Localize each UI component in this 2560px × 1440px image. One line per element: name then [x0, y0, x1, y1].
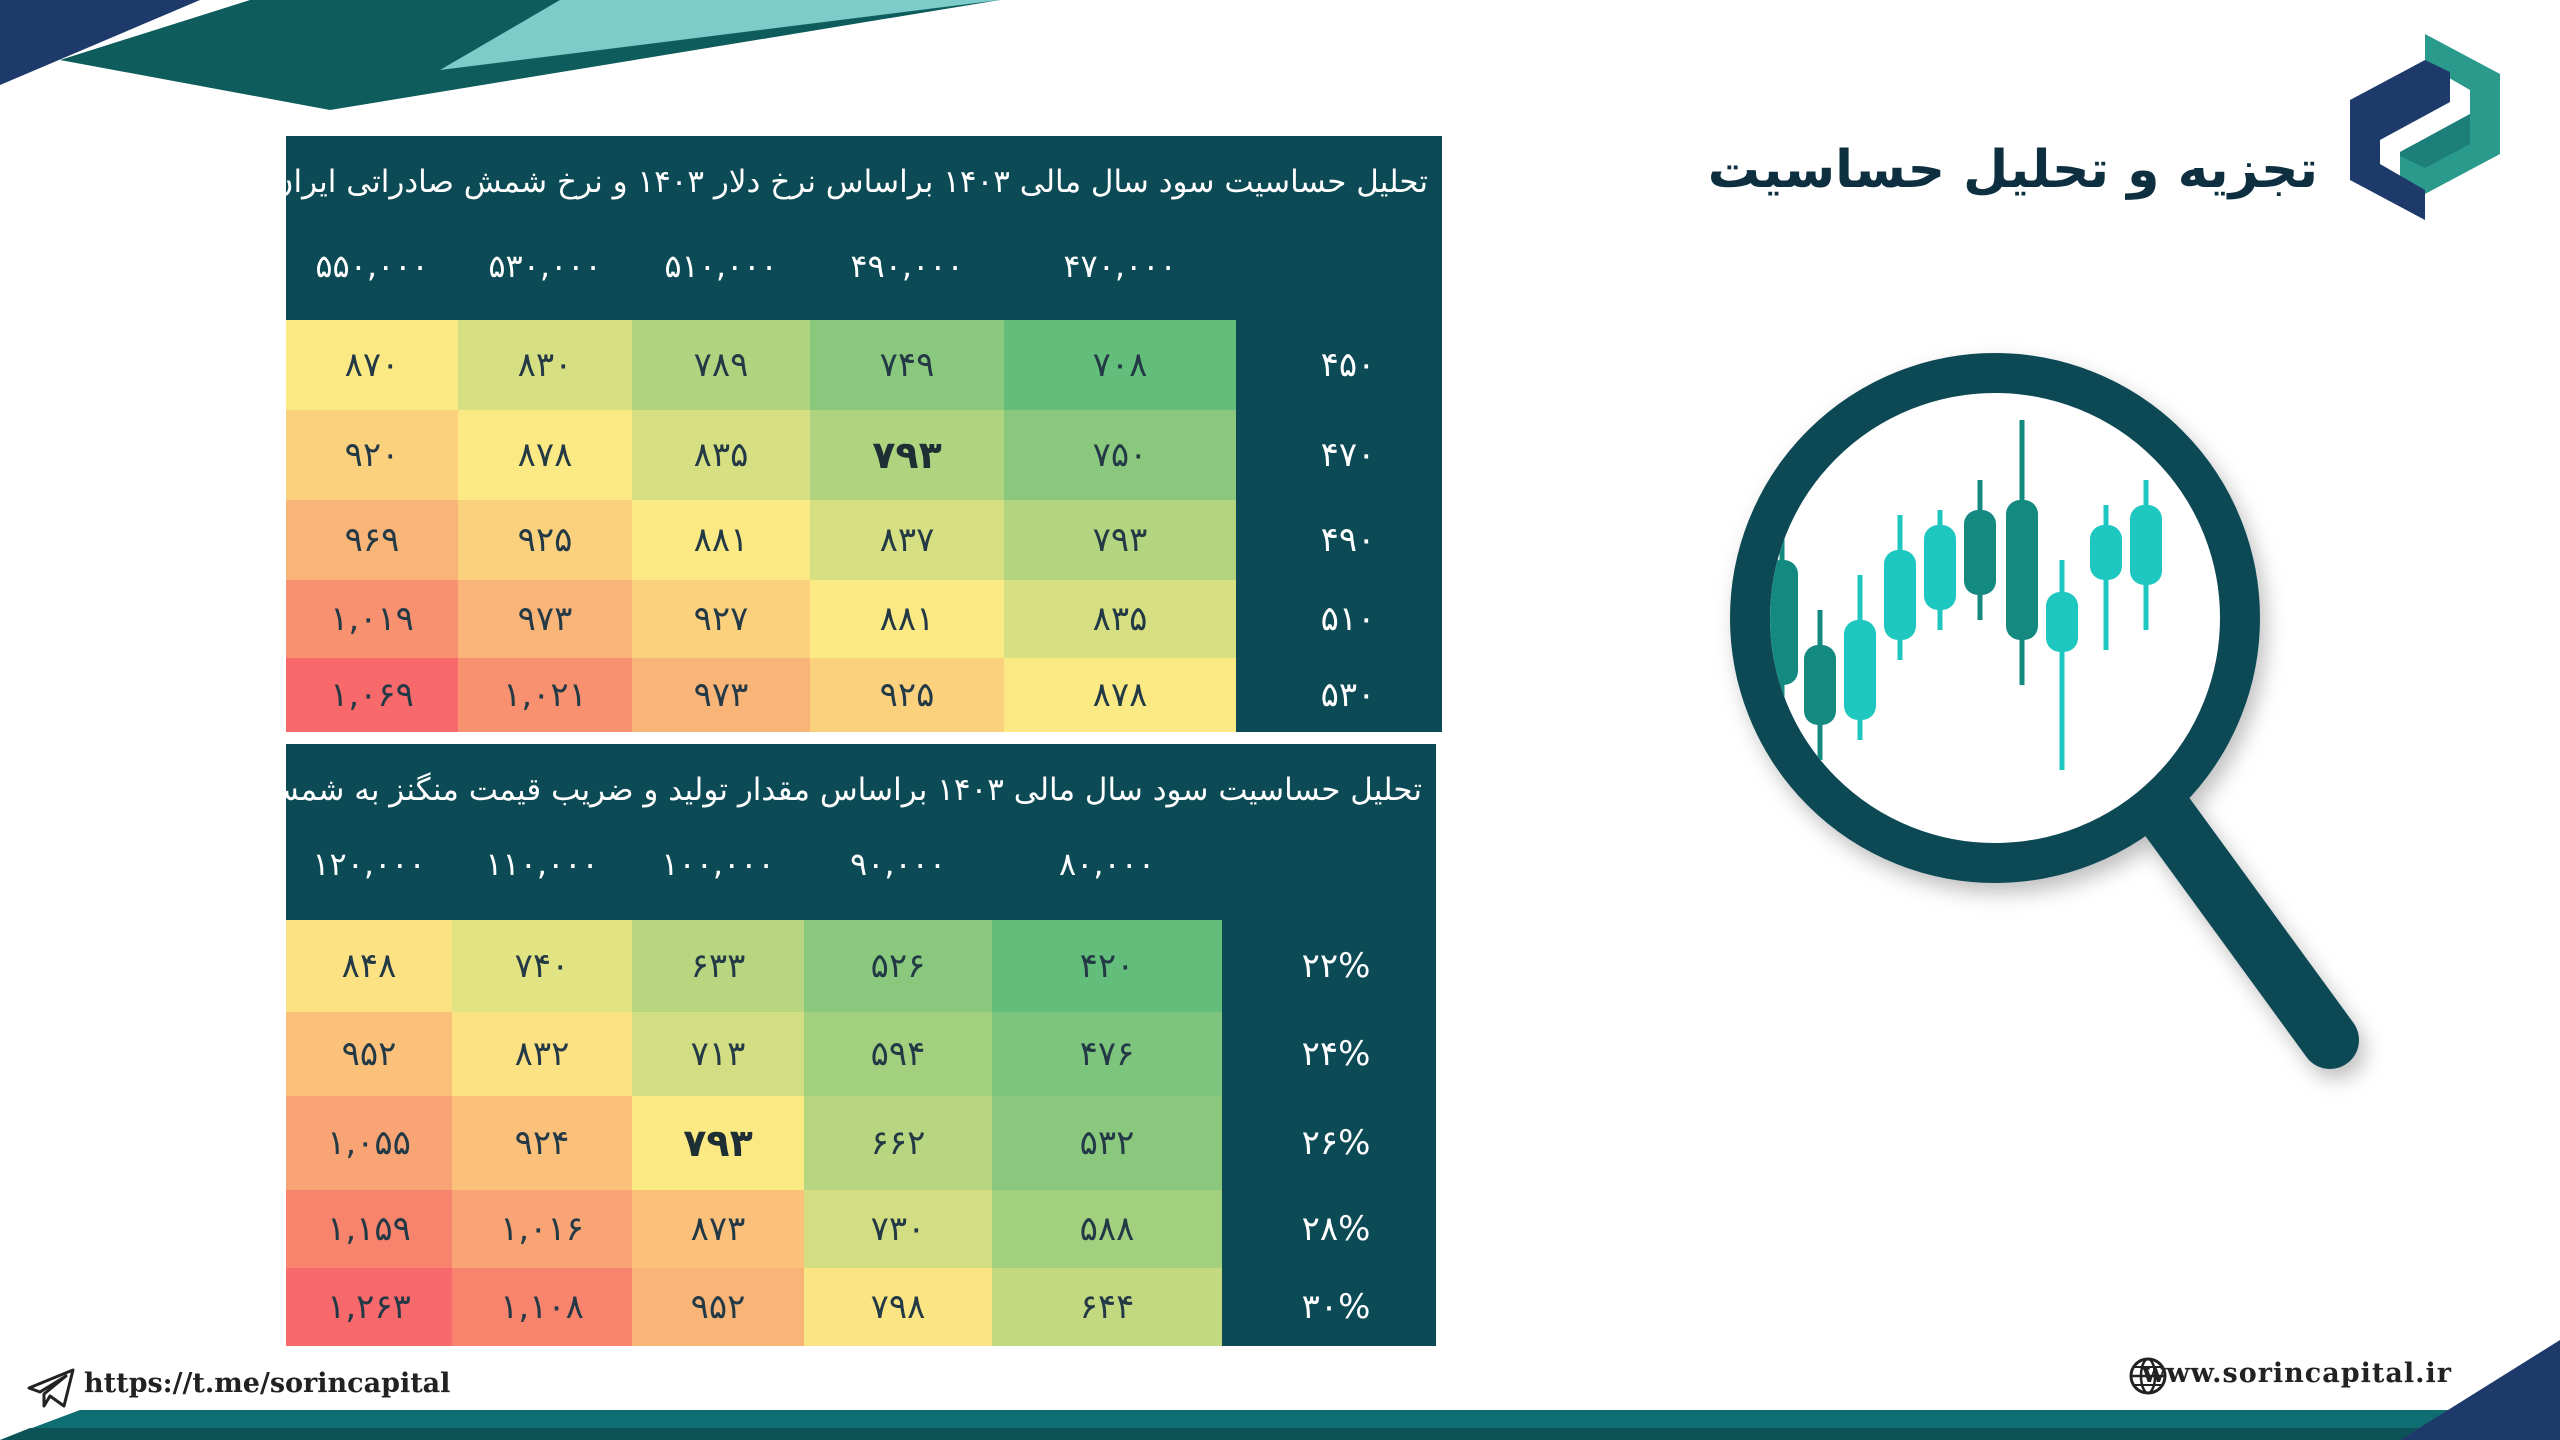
table-cell: ۸۸۱	[632, 500, 810, 580]
table-cell: ۹۲۰	[286, 410, 458, 500]
table-cell: ۸۳۰	[458, 320, 632, 410]
table-cell: ۷۹۸	[804, 1268, 992, 1346]
row-label: ۲۴%	[1301, 1034, 1371, 1074]
table-cell: ۸۸۱	[810, 580, 1004, 658]
table-cell: ۹۵۲	[632, 1268, 804, 1346]
table-cell: ۱,۲۶۳	[286, 1268, 452, 1346]
table-cell: ۶۴۴	[992, 1268, 1222, 1346]
column-header: ۹۰,۰۰۰	[849, 845, 947, 883]
column-header: ۸۰,۰۰۰	[1058, 845, 1156, 883]
table-cell: ۸۳۲	[452, 1012, 632, 1096]
table-cell: ۱,۱۰۸	[452, 1268, 632, 1346]
table-cell: ۱,۰۶۹	[286, 658, 458, 732]
table-cell: ۹۶۹	[286, 500, 458, 580]
row-label: ۴۷۰	[1320, 435, 1376, 475]
table-cell: ۸۷۸	[458, 410, 632, 500]
table-cell: ۸۴۸	[286, 920, 452, 1012]
table-cell: ۹۵۲	[286, 1012, 452, 1096]
table-cell: ۱,۱۵۹	[286, 1190, 452, 1268]
table-cell: ۴۷۶	[992, 1012, 1222, 1096]
row-label: ۴۵۰	[1320, 345, 1376, 385]
table1-title: تحلیل حساسیت سود سال مالی ۱۴۰۳ براساس نر…	[286, 164, 1428, 200]
table-cell: ۱,۰۲۱	[458, 658, 632, 732]
website-link[interactable]: www.sorincapital.ir	[2142, 1358, 2452, 1389]
table-cell: ۸۳۵	[1004, 580, 1236, 658]
sensitivity-table-2: تحلیل حساسیت سود سال مالی ۱۴۰۳ براساس مق…	[286, 744, 1436, 1346]
table-cell: ۷۴۰	[452, 920, 632, 1012]
slide-title: تجزیه و تحلیل حساسیت	[1707, 140, 2318, 200]
column-header: ۱۰۰,۰۰۰	[661, 845, 775, 883]
paper-plane-icon	[27, 1368, 75, 1408]
bottom-decoration	[0, 1410, 2560, 1440]
row-label: ۵۳۰	[1320, 675, 1376, 715]
table-cell: ۸۷۰	[286, 320, 458, 410]
table-cell: ۷۰۸	[1004, 320, 1236, 410]
table-cell: ۷۸۹	[632, 320, 810, 410]
table-cell: ۹۷۳	[458, 580, 632, 658]
table-cell: ۸۳۵	[632, 410, 810, 500]
row-label: ۲۲%	[1301, 946, 1371, 986]
table-cell: ۱,۰۱۶	[452, 1190, 632, 1268]
table-cell: ۷۵۰	[1004, 410, 1236, 500]
column-header: ۴۷۰,۰۰۰	[1063, 247, 1177, 285]
column-header: ۱۱۰,۰۰۰	[485, 845, 599, 883]
table-cell: ۸۳۷	[810, 500, 1004, 580]
table-cell: ۱,۰۱۹	[286, 580, 458, 658]
table-cell: ۱,۰۵۵	[286, 1096, 452, 1190]
table-cell: ۸۷۳	[632, 1190, 804, 1268]
table-cell: ۸۷۸	[1004, 658, 1236, 732]
table-cell: ۶۶۲	[804, 1096, 992, 1190]
sorin-logo-icon	[2350, 34, 2500, 220]
table-cell: ۷۳۰	[804, 1190, 992, 1268]
table2-title: تحلیل حساسیت سود سال مالی ۱۴۰۳ براساس مق…	[286, 772, 1422, 808]
table-cell: ۷۹۳	[632, 1096, 804, 1190]
telegram-link[interactable]: https://t.me/sorincapital	[84, 1368, 451, 1399]
globe-icon	[2129, 1357, 2167, 1395]
table-cell: ۹۲۵	[810, 658, 1004, 732]
column-header: ۵۵۰,۰۰۰	[315, 247, 429, 285]
row-label: ۳۰%	[1301, 1287, 1371, 1327]
table-cell: ۹۲۴	[452, 1096, 632, 1190]
table-cell: ۵۲۶	[804, 920, 992, 1012]
corner-decoration	[2400, 1340, 2560, 1440]
column-header: ۱۲۰,۰۰۰	[312, 845, 426, 883]
table-cell: ۷۹۳	[1004, 500, 1236, 580]
row-label: ۲۸%	[1301, 1209, 1371, 1249]
row-label: ۵۱۰	[1320, 599, 1376, 639]
table-cell: ۶۳۳	[632, 920, 804, 1012]
table-cell: ۹۲۷	[632, 580, 810, 658]
table-cell: ۷۱۳	[632, 1012, 804, 1096]
column-header: ۵۱۰,۰۰۰	[664, 247, 778, 285]
column-header: ۴۹۰,۰۰۰	[850, 247, 964, 285]
top-decoration	[0, 0, 1000, 110]
table-cell: ۹۲۵	[458, 500, 632, 580]
table-cell: ۷۴۹	[810, 320, 1004, 410]
magnifier-candlestick-icon	[1730, 353, 2359, 1069]
table-cell: ۵۹۴	[804, 1012, 992, 1096]
table-cell: ۴۲۰	[992, 920, 1222, 1012]
column-header: ۵۳۰,۰۰۰	[488, 247, 602, 285]
row-label: ۴۹۰	[1320, 520, 1376, 560]
row-label: ۲۶%	[1301, 1123, 1371, 1163]
table-cell: ۵۸۸	[992, 1190, 1222, 1268]
table-cell: ۵۳۲	[992, 1096, 1222, 1190]
table-cell: ۷۹۳	[810, 410, 1004, 500]
sensitivity-table-1: تحلیل حساسیت سود سال مالی ۱۴۰۳ براساس نر…	[286, 136, 1442, 732]
table-cell: ۹۷۳	[632, 658, 810, 732]
